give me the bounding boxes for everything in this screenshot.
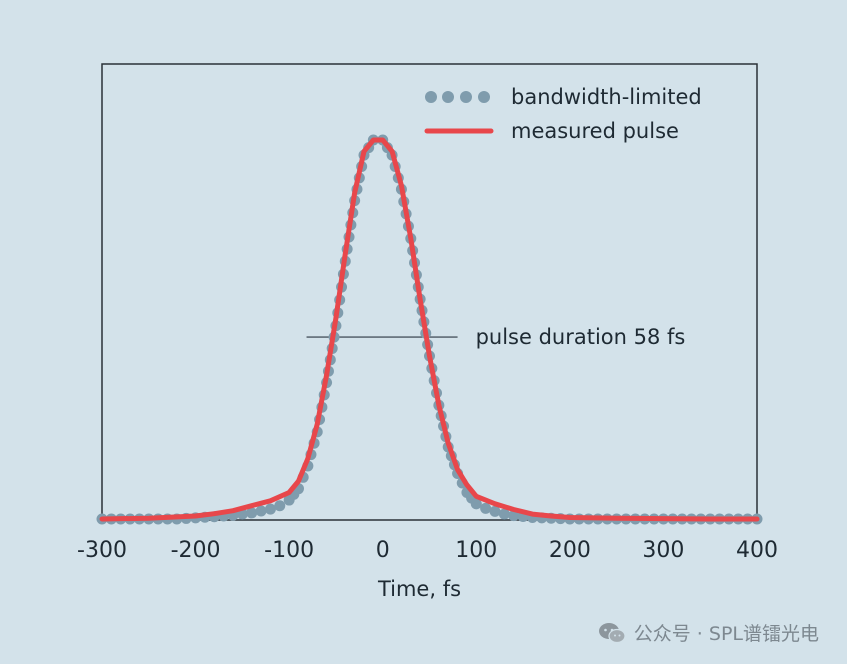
x-tick-label: 0 xyxy=(376,538,390,563)
series-group xyxy=(96,134,763,525)
bandwidth-limited-point xyxy=(274,500,286,512)
bandwidth-limited-point xyxy=(480,502,492,514)
bandwidth-limited-point xyxy=(470,498,482,510)
bandwidth-limited-point xyxy=(498,508,510,520)
plot-frame xyxy=(101,63,758,521)
bandwidth-limited-point xyxy=(489,505,501,517)
x-tick-label: -100 xyxy=(264,538,314,563)
legend-label: bandwidth-limited xyxy=(511,85,702,109)
x-ticks: -300 -200 -100 0 100 200 300 400 xyxy=(77,538,778,563)
x-tick-label: 300 xyxy=(642,538,684,563)
series-measured-pulse-line xyxy=(99,137,760,522)
x-tick-label: 400 xyxy=(736,538,778,563)
bandwidth-limited-point xyxy=(264,503,276,515)
legend-marker-bandwidth-limited xyxy=(425,91,437,103)
bandwidth-limited-point xyxy=(246,507,258,519)
bandwidth-limited-point xyxy=(508,510,520,522)
x-tick-label: -200 xyxy=(171,538,221,563)
x-tick-label: 200 xyxy=(549,538,591,563)
x-tick-label: -300 xyxy=(77,538,127,563)
legend-marker-bandwidth-limited xyxy=(442,91,454,103)
wechat-icon xyxy=(598,622,626,643)
annotation-group: pulse duration 58 fs xyxy=(306,325,686,349)
annotation-text: pulse duration 58 fs xyxy=(476,325,686,349)
legend-label: measured pulse xyxy=(511,119,679,143)
legend-marker-bandwidth-limited xyxy=(460,91,472,103)
bandwidth-limited-point xyxy=(255,505,267,517)
watermark: 公众号 · SPL谱镭光电 xyxy=(598,619,819,646)
legend-marker-bandwidth-limited xyxy=(478,91,490,103)
legend: bandwidth-limited measured pulse xyxy=(424,85,702,143)
watermark-text: 公众号 · SPL谱镭光电 xyxy=(633,623,819,645)
x-axis-title: Time, fs xyxy=(377,577,461,601)
x-tick-label: 100 xyxy=(455,538,497,563)
